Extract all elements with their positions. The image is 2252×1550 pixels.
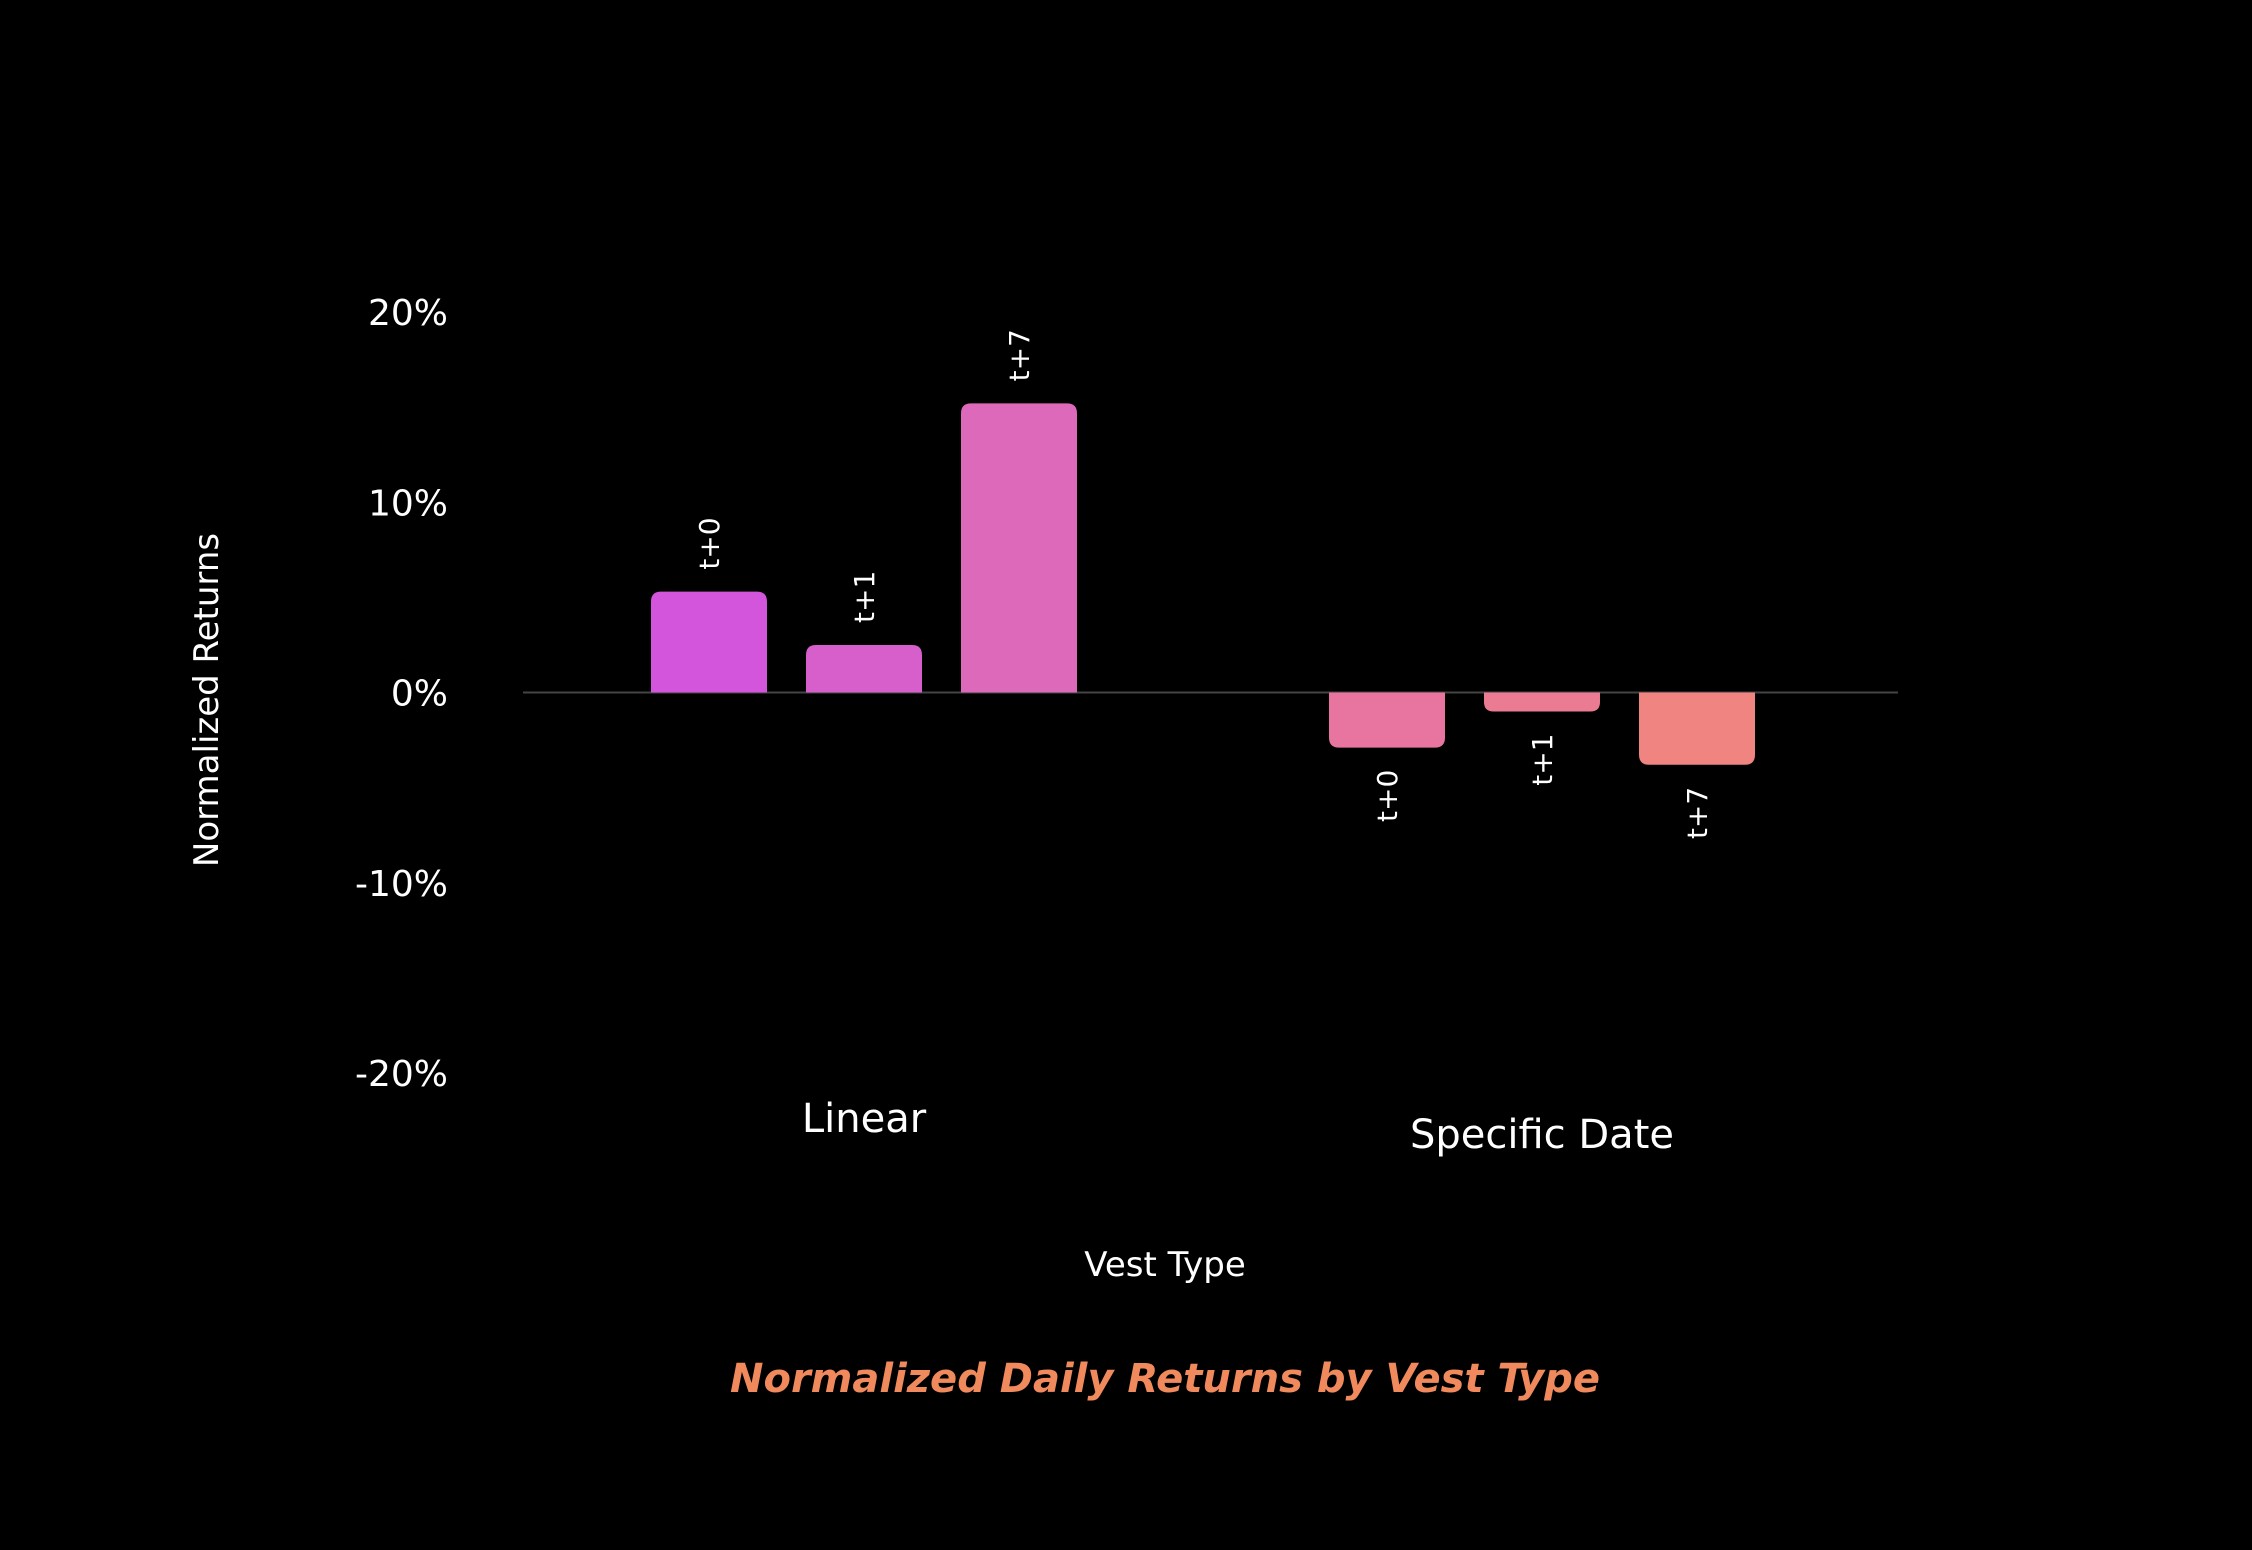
bar-specific-date-tplus7 (1639, 692, 1755, 765)
bar-label: t+1 (1526, 734, 1559, 786)
x-axis-title: Vest Type (1084, 1245, 1245, 1285)
category-label: Linear (802, 1096, 927, 1142)
y-tick-label: -10% (355, 864, 448, 905)
bar-label: t+1 (848, 571, 881, 623)
y-axis-title: Normalized Returns (187, 533, 227, 867)
bar-specific-date-tplus0 (1329, 692, 1445, 748)
y-tick-label: -20% (355, 1054, 448, 1095)
y-tick-label: 10% (368, 483, 448, 524)
bar-linear-tplus7 (961, 403, 1077, 693)
bar-label: t+7 (1003, 329, 1036, 381)
category-label: Specific Date (1410, 1112, 1674, 1158)
bar-label: t+7 (1681, 787, 1714, 839)
y-tick-label: 0% (391, 674, 448, 715)
bar-label: t+0 (693, 517, 726, 569)
y-tick-label: 20% (368, 293, 448, 334)
bars: t+0 t+1 t+7 t+0 t+1 t+7 (651, 329, 1755, 839)
bar-label: t+0 (1371, 770, 1404, 822)
bar-linear-tplus1 (806, 644, 922, 693)
bar-specific-date-tplus1 (1484, 692, 1600, 712)
chart-title: Normalized Daily Returns by Vest Type (730, 1356, 1600, 1402)
y-axis-ticks: 20% 10% 0% -10% -20% (355, 293, 448, 1095)
bar-linear-tplus0 (651, 591, 767, 693)
category-labels: Linear Specific Date (802, 1096, 1674, 1158)
